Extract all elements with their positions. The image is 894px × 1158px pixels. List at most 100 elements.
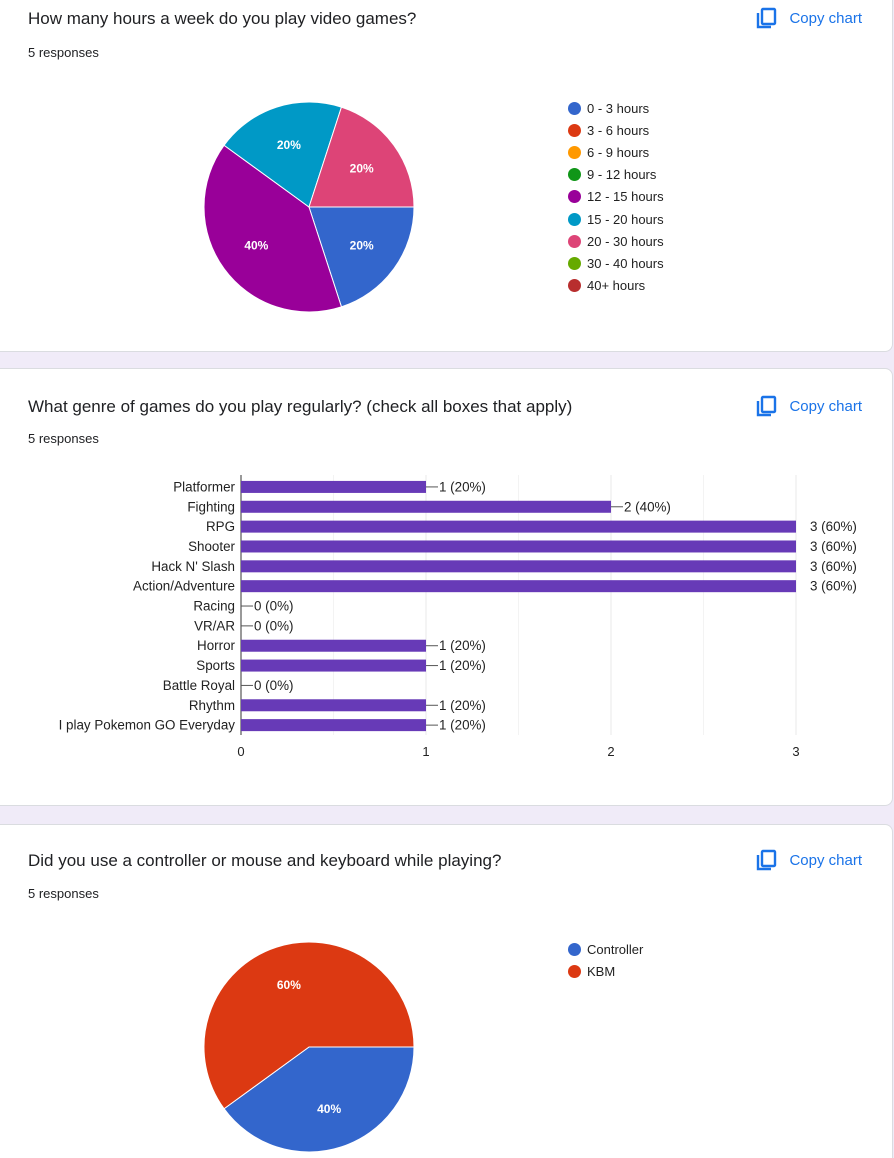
legend-swatch bbox=[568, 256, 581, 270]
bar bbox=[241, 699, 426, 712]
data-label: 3 (60%) bbox=[810, 539, 857, 554]
legend-swatch bbox=[568, 123, 581, 137]
bar bbox=[241, 639, 426, 652]
category-label: Battle Royal bbox=[163, 678, 235, 693]
legend-item: KBM bbox=[568, 960, 643, 982]
chart-legend: Controller KBM bbox=[568, 938, 643, 982]
question-title: How many hours a week do you play video … bbox=[28, 9, 417, 28]
category-label: RPG bbox=[206, 519, 235, 534]
bar bbox=[241, 480, 426, 493]
category-label: Hack N' Slash bbox=[151, 559, 235, 574]
bar bbox=[241, 520, 796, 533]
legend-label: 0 - 3 hours bbox=[587, 100, 650, 116]
legend-label: 15 - 20 hours bbox=[587, 211, 664, 227]
copy-chart-label: Copy chart bbox=[789, 9, 862, 27]
legend-item: 40+ hours bbox=[568, 275, 664, 297]
category-label: Horror bbox=[197, 638, 235, 653]
legend-swatch bbox=[568, 279, 581, 293]
question-card-input-device: Did you use a controller or mouse and ke… bbox=[0, 824, 893, 1158]
pie-chart-hours: 20% 40% 20% 20% bbox=[203, 101, 415, 313]
pie-slice bbox=[308, 106, 415, 208]
pie-slice bbox=[203, 941, 415, 1110]
legend-swatch bbox=[568, 942, 581, 956]
bar-chart-genres: Platformer 1 (20%) Fighting 2 (40%) RPG 3 (60… bbox=[59, 475, 857, 759]
legend-item: Controller bbox=[568, 938, 643, 960]
slice-label: 20% bbox=[350, 162, 374, 176]
legend-label: 12 - 15 hours bbox=[587, 189, 664, 205]
legend-label: 30 - 40 hours bbox=[587, 255, 664, 271]
category-label: VR/AR bbox=[194, 618, 235, 633]
category-label: Racing bbox=[193, 599, 235, 614]
legend-item: 12 - 15 hours bbox=[568, 186, 664, 208]
slice-label: 60% bbox=[277, 978, 301, 992]
category-label: Action/Adventure bbox=[133, 579, 235, 594]
category-label: I play Pokemon GO Everyday bbox=[59, 718, 236, 733]
copy-chart-button[interactable]: Copy chart bbox=[755, 395, 862, 417]
copy-icon bbox=[757, 849, 777, 871]
data-label: 1 (20%) bbox=[439, 638, 486, 653]
pie-slice bbox=[308, 206, 415, 308]
copy-chart-button[interactable]: Copy chart bbox=[755, 849, 862, 871]
data-label: 1 (20%) bbox=[439, 698, 486, 713]
data-label: 1 (20%) bbox=[439, 718, 486, 733]
slice-label: 20% bbox=[277, 138, 301, 152]
copy-icon bbox=[757, 395, 777, 417]
copy-icon bbox=[757, 7, 777, 29]
data-label: 0 (0%) bbox=[254, 618, 293, 633]
category-label: Rhythm bbox=[189, 698, 235, 713]
copy-chart-label: Copy chart bbox=[789, 851, 862, 869]
legend-item: 20 - 30 hours bbox=[568, 230, 664, 252]
legend-swatch bbox=[568, 145, 581, 159]
question-title: Did you use a controller or mouse and ke… bbox=[28, 851, 502, 870]
question-card-hours: How many hours a week do you play video … bbox=[0, 0, 893, 352]
category-label: Platformer bbox=[173, 479, 235, 494]
copy-chart-button[interactable]: Copy chart bbox=[755, 7, 862, 29]
category-label: Fighting bbox=[187, 499, 235, 514]
slice-label: 20% bbox=[350, 238, 374, 252]
legend-item: 6 - 9 hours bbox=[568, 141, 664, 163]
question-title: What genre of games do you play regularl… bbox=[28, 397, 573, 416]
pie-slice bbox=[223, 101, 343, 208]
legend-label: KBM bbox=[587, 963, 616, 979]
legend-swatch bbox=[568, 964, 581, 978]
slice-label: 40% bbox=[317, 1102, 341, 1116]
x-tick-label: 2 bbox=[607, 744, 614, 759]
bar bbox=[241, 719, 426, 732]
legend-label: 3 - 6 hours bbox=[587, 122, 650, 138]
data-label: 0 (0%) bbox=[254, 678, 293, 693]
legend-label: 9 - 12 hours bbox=[587, 167, 657, 183]
data-label: 1 (20%) bbox=[439, 479, 486, 494]
bar bbox=[241, 659, 426, 672]
pie-slice bbox=[203, 144, 343, 313]
x-tick-label: 0 bbox=[237, 744, 244, 759]
legend-label: Controller bbox=[587, 941, 644, 957]
response-count: 5 responses bbox=[28, 431, 99, 446]
legend-item: 30 - 40 hours bbox=[568, 252, 664, 274]
chart-legend: 0 - 3 hours 3 - 6 hours 6 - 9 hours 9 - 12 … bbox=[568, 97, 664, 297]
x-tick-label: 3 bbox=[792, 744, 799, 759]
legend-item: 0 - 3 hours bbox=[568, 97, 664, 119]
bar bbox=[241, 580, 796, 593]
response-count: 5 responses bbox=[28, 886, 99, 901]
data-label: 2 (40%) bbox=[624, 499, 671, 514]
legend-swatch bbox=[568, 101, 581, 115]
legend-label: 6 - 9 hours bbox=[587, 144, 650, 160]
legend-label: 20 - 30 hours bbox=[587, 233, 664, 249]
legend-swatch bbox=[568, 190, 581, 204]
copy-chart-label: Copy chart bbox=[789, 397, 862, 415]
data-label: 0 (0%) bbox=[254, 599, 293, 614]
legend-item: 15 - 20 hours bbox=[568, 208, 664, 230]
category-label: Sports bbox=[196, 658, 235, 673]
legend-swatch bbox=[568, 212, 581, 226]
legend-swatch bbox=[568, 234, 581, 248]
category-label: Shooter bbox=[188, 539, 235, 554]
bar bbox=[241, 540, 796, 553]
legend-item: 9 - 12 hours bbox=[568, 164, 664, 186]
bar bbox=[241, 560, 796, 573]
bar bbox=[241, 500, 611, 513]
response-count: 5 responses bbox=[28, 45, 99, 60]
data-label: 1 (20%) bbox=[439, 658, 486, 673]
legend-item: 3 - 6 hours bbox=[568, 119, 664, 141]
legend-label: 40+ hours bbox=[587, 278, 646, 294]
